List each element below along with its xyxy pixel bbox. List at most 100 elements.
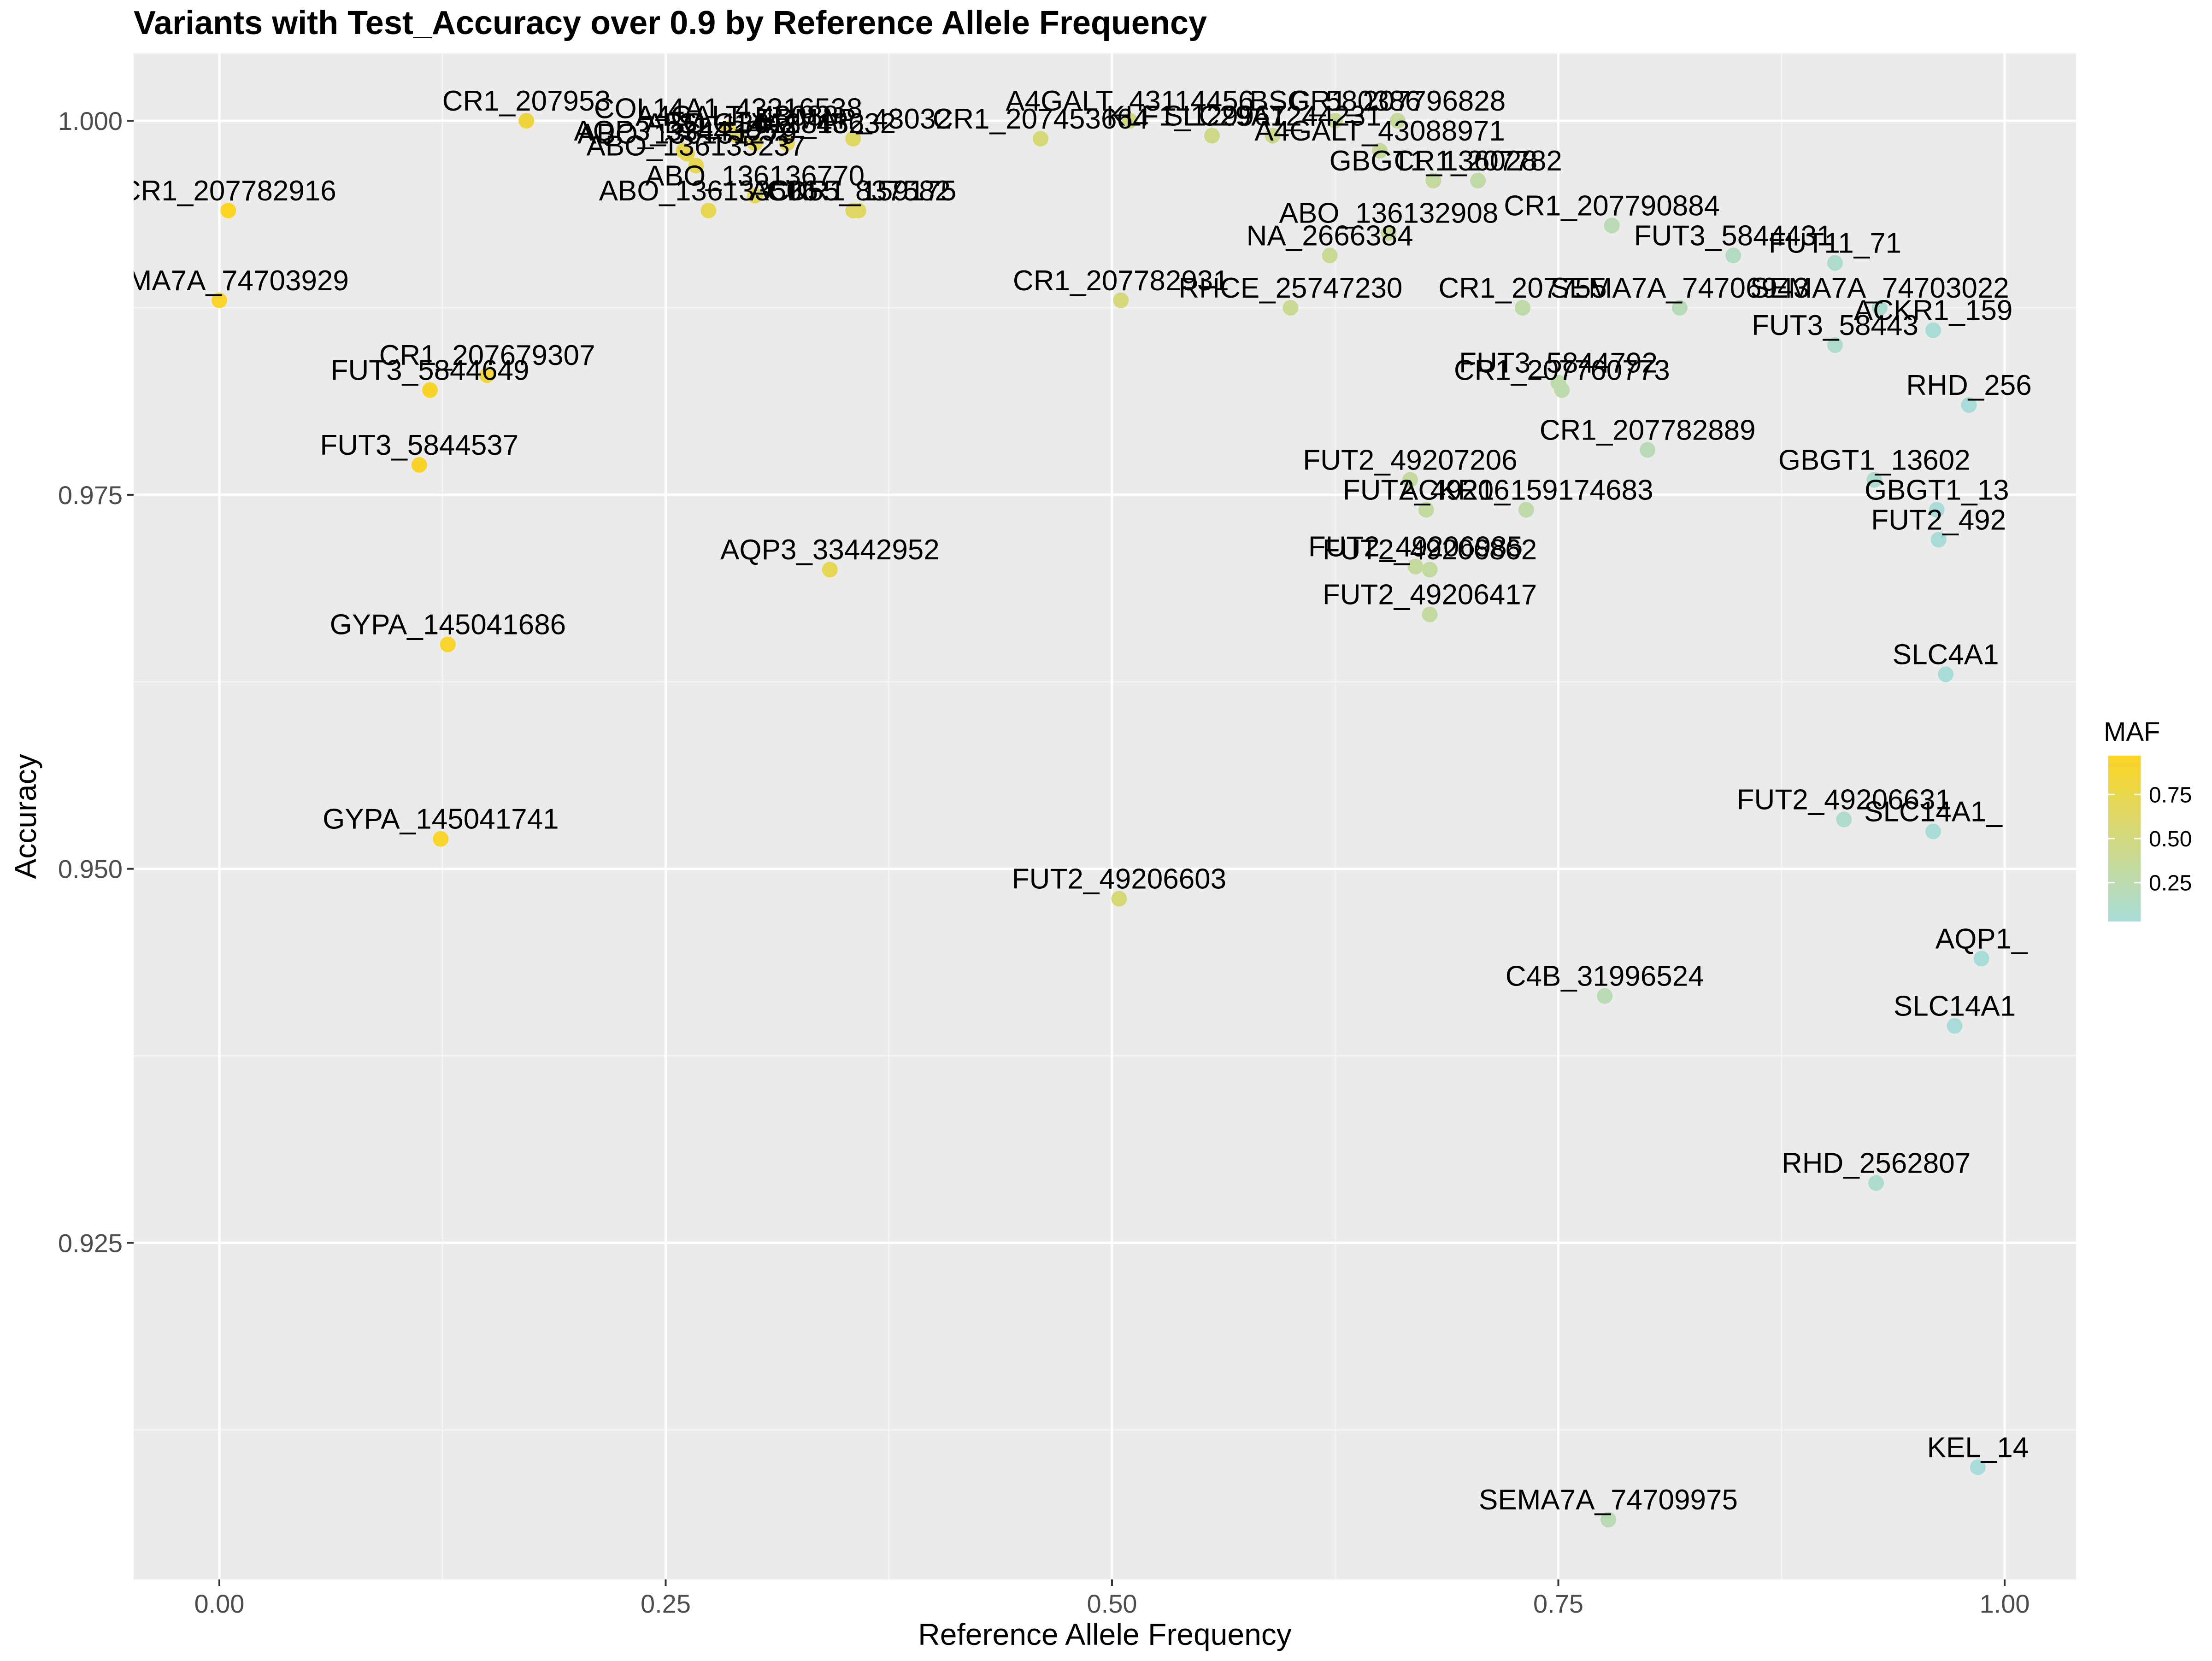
point-label: CR1_207782916 bbox=[120, 175, 336, 207]
data-point bbox=[1554, 382, 1570, 398]
point-label: BSG_580386 bbox=[1249, 85, 1421, 117]
point-label: SEMA7A_74709975 bbox=[1479, 1484, 1738, 1516]
data-point bbox=[433, 831, 449, 847]
data-point bbox=[1381, 225, 1397, 241]
data-point bbox=[845, 131, 861, 147]
point-label: FUT2_49206603 bbox=[1012, 863, 1226, 895]
data-point bbox=[1372, 143, 1388, 159]
data-point bbox=[1671, 300, 1688, 316]
x-tick-label: 0.50 bbox=[1087, 1589, 1137, 1618]
point-label: SLC29A1_44231 bbox=[1164, 100, 1382, 132]
data-point bbox=[1322, 247, 1338, 264]
point-label: ABO_136136770 bbox=[645, 160, 865, 192]
data-point bbox=[1407, 558, 1424, 575]
data-point bbox=[1938, 666, 1954, 682]
point-label: COL14A1_43316538 bbox=[594, 93, 863, 124]
point-label: ABO_136131279 bbox=[577, 118, 797, 150]
point-label: AQP1_ bbox=[1936, 923, 2028, 955]
point-label: CD55_837582 bbox=[766, 175, 951, 207]
data-point bbox=[1836, 811, 1852, 828]
point-label: FUT2_49206631 bbox=[1737, 784, 1951, 816]
point-label: SEMA7A_74703929 bbox=[90, 265, 349, 297]
data-point bbox=[747, 135, 763, 151]
data-point bbox=[1925, 322, 1941, 338]
legend-tick-label: 0.25 bbox=[2149, 871, 2192, 896]
legend-tick-label: 0.50 bbox=[2149, 827, 2192, 851]
point-label: GBGT1_13 bbox=[1865, 474, 2009, 506]
point-label: GYPA_145041686 bbox=[330, 609, 566, 641]
data-point bbox=[1640, 442, 1656, 458]
point-label: CR1_207782931 bbox=[1013, 265, 1229, 297]
point-label: GYPA_145041741 bbox=[323, 804, 559, 835]
y-axis-title: Accuracy bbox=[8, 754, 42, 879]
point-label: FUT3_5844649 bbox=[331, 355, 529, 387]
data-point bbox=[1418, 502, 1434, 518]
data-point bbox=[1389, 113, 1406, 129]
point-label: ERMAP_43032 bbox=[755, 103, 952, 135]
data-point bbox=[822, 562, 838, 578]
data-point bbox=[411, 457, 427, 473]
data-point bbox=[1930, 532, 1947, 548]
data-point bbox=[1604, 217, 1620, 234]
point-label: SLC14A1 bbox=[1894, 991, 2016, 1022]
point-label: CR1_207760773 bbox=[1454, 355, 1670, 387]
data-point bbox=[1973, 951, 1989, 967]
data-point bbox=[1970, 1459, 1986, 1475]
data-point bbox=[1265, 128, 1281, 144]
point-label: FUT3_5844431 bbox=[1634, 220, 1833, 252]
data-point bbox=[1113, 292, 1129, 308]
point-label: AQP3_33442952 bbox=[720, 534, 940, 566]
data-point bbox=[1327, 113, 1343, 129]
point-label: SLC4A1 bbox=[1893, 639, 1999, 671]
point-label: FUT2_49206417 bbox=[1323, 579, 1537, 611]
y-tick-label: 0.975 bbox=[58, 481, 123, 510]
data-point bbox=[479, 367, 495, 383]
y-tick-label: 0.925 bbox=[58, 1228, 123, 1257]
point-label: ABO_136133506 bbox=[599, 175, 818, 207]
data-point bbox=[220, 202, 236, 218]
point-label: ABO_136138132 bbox=[645, 108, 865, 140]
chart-title: Variants with Test_Accuracy over 0.9 by … bbox=[134, 5, 1207, 41]
data-point bbox=[1925, 823, 1941, 839]
data-point bbox=[1282, 300, 1299, 316]
point-label: CR1_207790884 bbox=[1504, 190, 1720, 222]
points-layer: CR1_207953COL14A1_43316538A4GALT_43088AB… bbox=[90, 85, 2032, 1528]
data-point bbox=[440, 636, 456, 652]
point-label: FUT2_49206985 bbox=[1308, 531, 1523, 563]
data-point bbox=[688, 158, 704, 174]
point-label: RHCE_25747230 bbox=[1178, 272, 1402, 304]
point-label: C4B_31996524 bbox=[1506, 961, 1704, 992]
point-label: CR1_207782889 bbox=[1540, 414, 1756, 446]
point-label: FUT3_5844792 bbox=[1459, 347, 1658, 379]
data-point bbox=[1402, 472, 1418, 488]
y-tick-label: 1.000 bbox=[58, 106, 123, 135]
point-label: A4GALT_43088971 bbox=[1254, 115, 1505, 147]
point-label: CR1_207755 bbox=[1438, 272, 1606, 304]
point-label: GBGT1_13602 bbox=[1778, 444, 1971, 476]
data-point bbox=[1204, 128, 1220, 144]
point-label: CR1_207679307 bbox=[379, 340, 595, 371]
data-point bbox=[1827, 337, 1843, 353]
point-label: KEL_14 bbox=[1927, 1432, 2029, 1463]
point-label: ACKR1_159175 bbox=[750, 175, 956, 207]
data-point bbox=[1033, 131, 1049, 147]
data-point bbox=[1111, 891, 1127, 907]
point-label: CR1_207953 bbox=[442, 85, 611, 117]
data-point bbox=[1597, 988, 1613, 1004]
data-point bbox=[1422, 606, 1438, 622]
legend-tick-label: 0.75 bbox=[2149, 783, 2192, 807]
legend-title: MAF bbox=[2104, 717, 2160, 747]
x-tick-label: 0.75 bbox=[1533, 1589, 1583, 1618]
point-label: NA_2666384 bbox=[1247, 220, 1413, 252]
point-label: FUT3_58443 bbox=[1752, 310, 1918, 341]
x-axis-title: Reference Allele Frequency bbox=[918, 1617, 1292, 1651]
point-label: SLC14A1_45632 bbox=[678, 108, 896, 140]
data-point bbox=[850, 202, 866, 218]
data-point bbox=[1866, 472, 1883, 488]
data-point bbox=[422, 382, 438, 398]
point-label: SEMA7A_74706943 bbox=[1550, 272, 1809, 304]
point-label: CR1_207453664 bbox=[933, 103, 1149, 135]
point-label: AQP3_33443052 bbox=[574, 115, 793, 147]
